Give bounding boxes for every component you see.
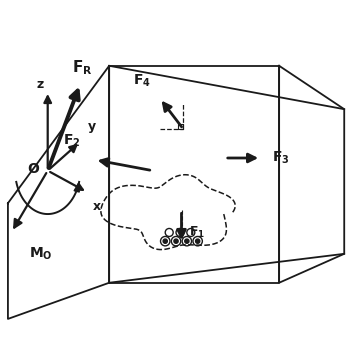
Text: $\mathbf{F_1}$: $\mathbf{F_1}$ (189, 225, 205, 240)
Text: $\mathbf{F_4}$: $\mathbf{F_4}$ (133, 73, 151, 89)
Text: $\mathbf{F_2}$: $\mathbf{F_2}$ (63, 132, 80, 149)
Circle shape (196, 239, 200, 243)
Text: x: x (93, 200, 101, 213)
Circle shape (174, 239, 178, 243)
Text: $\mathbf{F_3}$: $\mathbf{F_3}$ (272, 150, 290, 166)
Text: z: z (37, 78, 44, 91)
Text: $\mathbf{M_O}$: $\mathbf{M_O}$ (29, 246, 52, 262)
Text: $\mathbf{F_R}$: $\mathbf{F_R}$ (72, 58, 92, 77)
Circle shape (163, 239, 167, 243)
Text: y: y (87, 120, 95, 133)
Circle shape (185, 239, 189, 243)
Text: O: O (27, 162, 39, 176)
